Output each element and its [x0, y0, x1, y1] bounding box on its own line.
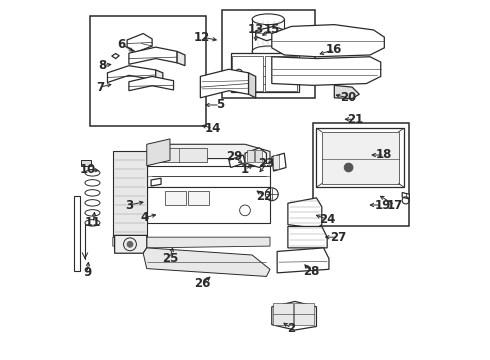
Polygon shape — [272, 57, 381, 85]
Polygon shape — [147, 166, 270, 187]
Text: 12: 12 — [194, 31, 210, 44]
Bar — [273, 303, 293, 325]
Text: 8: 8 — [98, 59, 106, 72]
Text: 13: 13 — [247, 23, 264, 36]
Text: 23: 23 — [258, 157, 274, 170]
Bar — [247, 150, 254, 162]
Polygon shape — [113, 237, 270, 248]
Polygon shape — [147, 187, 270, 223]
Text: 18: 18 — [376, 148, 392, 162]
Text: 7: 7 — [96, 81, 104, 94]
Polygon shape — [177, 51, 185, 66]
Text: 19: 19 — [374, 198, 391, 212]
Text: 26: 26 — [194, 277, 210, 290]
Text: 24: 24 — [319, 213, 335, 226]
Polygon shape — [245, 148, 267, 167]
Text: 4: 4 — [141, 211, 149, 224]
Text: 5: 5 — [216, 99, 224, 112]
Text: 27: 27 — [330, 231, 346, 244]
Polygon shape — [129, 47, 177, 64]
Polygon shape — [277, 248, 329, 273]
Text: 16: 16 — [326, 43, 343, 56]
Bar — [232, 56, 263, 91]
Polygon shape — [402, 193, 409, 199]
Polygon shape — [231, 53, 298, 93]
Bar — [74, 196, 80, 271]
Bar — [255, 150, 262, 162]
Polygon shape — [248, 73, 256, 98]
Text: 25: 25 — [162, 252, 178, 265]
Bar — [294, 303, 314, 325]
Circle shape — [344, 163, 353, 172]
Polygon shape — [112, 54, 119, 59]
Text: 3: 3 — [125, 198, 133, 212]
Bar — [222, 10, 315, 98]
Text: 22: 22 — [257, 190, 273, 203]
Polygon shape — [147, 144, 270, 166]
Polygon shape — [143, 248, 270, 276]
Polygon shape — [156, 70, 163, 83]
Polygon shape — [151, 178, 161, 186]
Text: 21: 21 — [347, 113, 364, 126]
Text: 11: 11 — [85, 216, 101, 229]
Bar — [188, 191, 209, 205]
Polygon shape — [272, 153, 286, 171]
Polygon shape — [115, 235, 147, 253]
Polygon shape — [288, 226, 327, 248]
Polygon shape — [317, 128, 404, 187]
Polygon shape — [256, 26, 284, 41]
Polygon shape — [229, 155, 245, 167]
Polygon shape — [107, 66, 156, 82]
Text: 9: 9 — [83, 266, 91, 279]
Polygon shape — [129, 76, 173, 91]
Text: 17: 17 — [387, 198, 403, 212]
Polygon shape — [288, 198, 322, 228]
Text: 28: 28 — [303, 265, 319, 278]
Bar — [273, 155, 279, 169]
Text: 29: 29 — [226, 150, 243, 163]
Text: 15: 15 — [264, 23, 280, 36]
Polygon shape — [322, 132, 398, 184]
Polygon shape — [200, 69, 248, 98]
Bar — [90, 16, 206, 126]
Text: 2: 2 — [287, 322, 295, 335]
Polygon shape — [127, 33, 152, 52]
Bar — [313, 123, 409, 226]
Text: 10: 10 — [80, 163, 96, 176]
Polygon shape — [272, 301, 317, 330]
Polygon shape — [147, 139, 170, 166]
Text: 1: 1 — [241, 163, 249, 176]
Polygon shape — [113, 152, 147, 237]
Bar — [165, 191, 186, 205]
Circle shape — [127, 242, 133, 247]
Polygon shape — [272, 24, 384, 57]
Text: 14: 14 — [205, 122, 221, 135]
Polygon shape — [334, 85, 359, 99]
Text: 6: 6 — [118, 38, 126, 51]
Bar — [81, 160, 92, 166]
Text: 20: 20 — [341, 91, 357, 104]
Bar — [152, 148, 207, 162]
Bar — [265, 56, 297, 91]
